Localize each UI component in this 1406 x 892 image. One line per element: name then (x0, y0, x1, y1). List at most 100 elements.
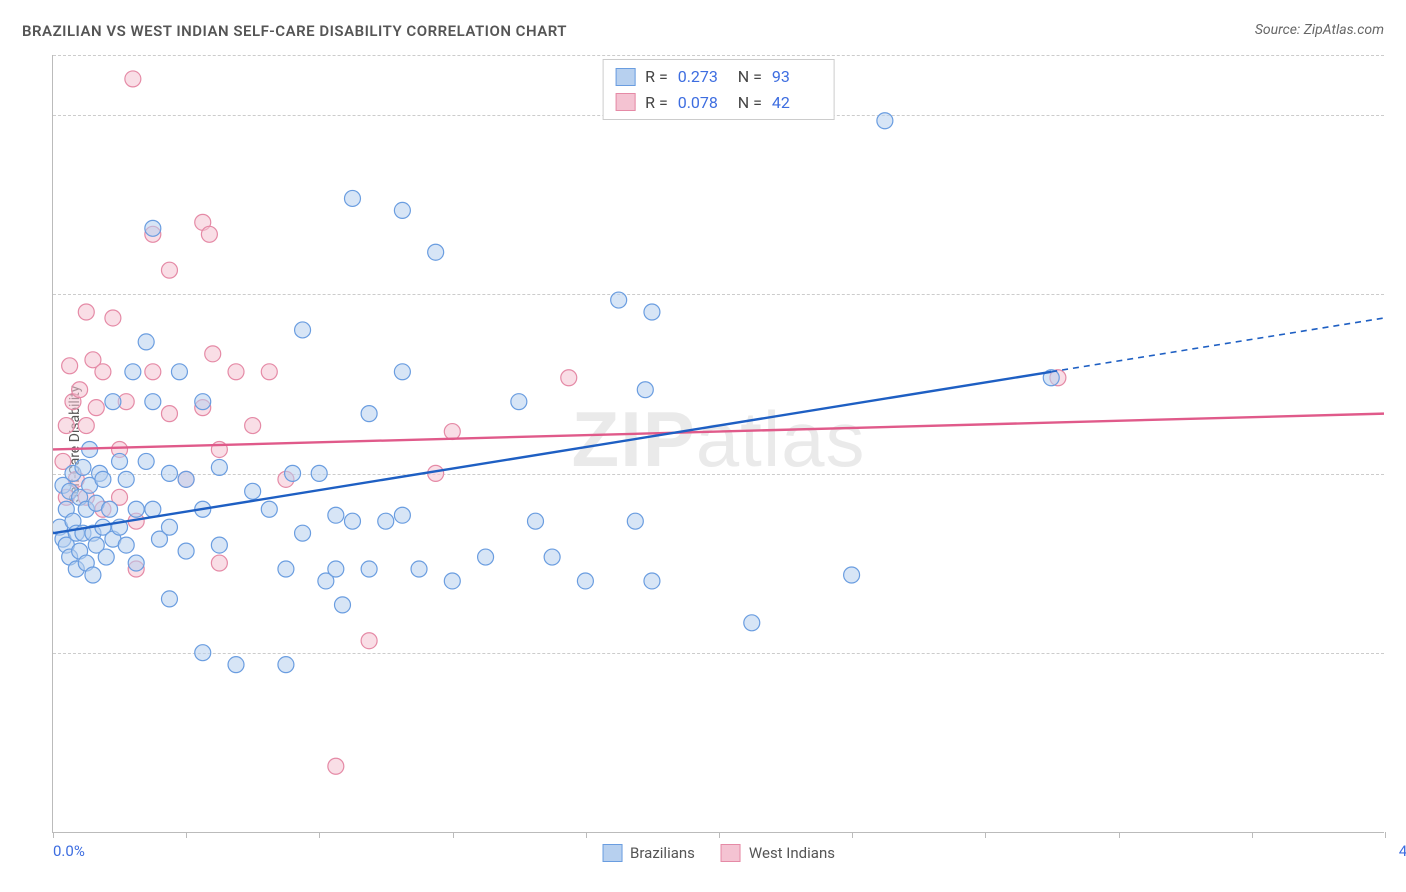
data-point (95, 471, 111, 487)
data-point (511, 394, 527, 410)
x-tick (186, 832, 187, 838)
data-point (58, 418, 74, 434)
stat-r-value: 0.273 (678, 64, 728, 90)
data-point (125, 364, 141, 380)
data-point (611, 292, 627, 308)
x-tick (1385, 832, 1386, 838)
data-point (261, 364, 277, 380)
data-point (178, 543, 194, 559)
data-point (161, 262, 177, 278)
stat-n-label: N = (738, 64, 762, 90)
data-point (62, 358, 78, 374)
series-legend: Brazilians West Indians (602, 844, 835, 862)
data-point (478, 549, 494, 565)
x-tick (586, 832, 587, 838)
x-tick (719, 832, 720, 838)
x-tick (985, 832, 986, 838)
x-axis-min-label: 0.0% (53, 842, 85, 860)
data-point (411, 561, 427, 577)
data-point (344, 190, 360, 206)
data-point (128, 555, 144, 571)
data-point (102, 501, 118, 517)
data-point (444, 424, 460, 440)
data-point (161, 591, 177, 607)
data-point (561, 370, 577, 386)
series-legend-item: Brazilians (602, 844, 695, 862)
data-point (161, 406, 177, 422)
data-point (72, 382, 88, 398)
data-point (444, 573, 460, 589)
legend-swatch (721, 844, 741, 862)
data-point (145, 394, 161, 410)
data-point (285, 465, 301, 481)
data-point (195, 394, 211, 410)
data-point (145, 501, 161, 517)
stat-r-label: R = (645, 64, 668, 90)
data-point (328, 507, 344, 523)
data-point (145, 364, 161, 380)
x-tick (1119, 832, 1120, 838)
legend-label: Brazilians (630, 844, 695, 862)
data-point (211, 555, 227, 571)
stats-legend-row: R = 0.273 N = 93 (615, 64, 822, 90)
data-point (78, 418, 94, 434)
stat-r-label: R = (645, 90, 668, 116)
legend-label: West Indians (749, 844, 835, 862)
data-point (145, 220, 161, 236)
data-point (261, 501, 277, 517)
trend-line-blue-dashed (1051, 318, 1384, 372)
data-point (278, 657, 294, 673)
data-point (161, 519, 177, 535)
data-point (85, 567, 101, 583)
data-point (328, 758, 344, 774)
series-legend-item: West Indians (721, 844, 835, 862)
x-tick (1252, 832, 1253, 838)
data-point (844, 567, 860, 583)
data-point (112, 453, 128, 469)
data-point (75, 459, 91, 475)
x-axis-max-label: 40.0% (1399, 842, 1406, 860)
data-point (118, 471, 134, 487)
data-point (211, 537, 227, 553)
data-point (178, 471, 194, 487)
chart-area: Self-Care Disability ZIPatlas R =0.273N … (52, 55, 1384, 833)
x-tick (852, 832, 853, 838)
data-point (245, 418, 261, 434)
stats-legend: R = 0.273 N = 93 R = 0.078 N = 42 (602, 59, 835, 120)
data-point (577, 573, 593, 589)
data-point (344, 513, 360, 529)
data-point (428, 244, 444, 260)
data-point (98, 549, 114, 565)
data-point (877, 113, 893, 129)
source-credit: Source: ZipAtlas.com (1255, 22, 1384, 38)
data-point (95, 364, 111, 380)
data-point (744, 615, 760, 631)
data-point (394, 364, 410, 380)
data-point (361, 633, 377, 649)
data-point (394, 202, 410, 218)
data-point (105, 310, 121, 326)
stat-n-value: 42 (772, 90, 822, 116)
data-point (394, 507, 410, 523)
data-point (88, 400, 104, 416)
data-point (78, 304, 94, 320)
data-point (125, 71, 141, 87)
x-tick (53, 832, 54, 838)
data-point (361, 406, 377, 422)
data-point (637, 382, 653, 398)
stat-n-label: N = (738, 90, 762, 116)
data-point (627, 513, 643, 529)
stat-n-value: 93 (772, 64, 822, 90)
data-point (118, 537, 134, 553)
data-point (138, 453, 154, 469)
x-tick (453, 832, 454, 838)
data-point (644, 573, 660, 589)
stat-r-value: 0.078 (678, 90, 728, 116)
data-point (161, 465, 177, 481)
data-point (201, 226, 217, 242)
data-point (228, 657, 244, 673)
data-point (205, 346, 221, 362)
data-point (311, 465, 327, 481)
data-point (138, 334, 154, 350)
stats-legend-row: R = 0.078 N = 42 (615, 90, 822, 116)
